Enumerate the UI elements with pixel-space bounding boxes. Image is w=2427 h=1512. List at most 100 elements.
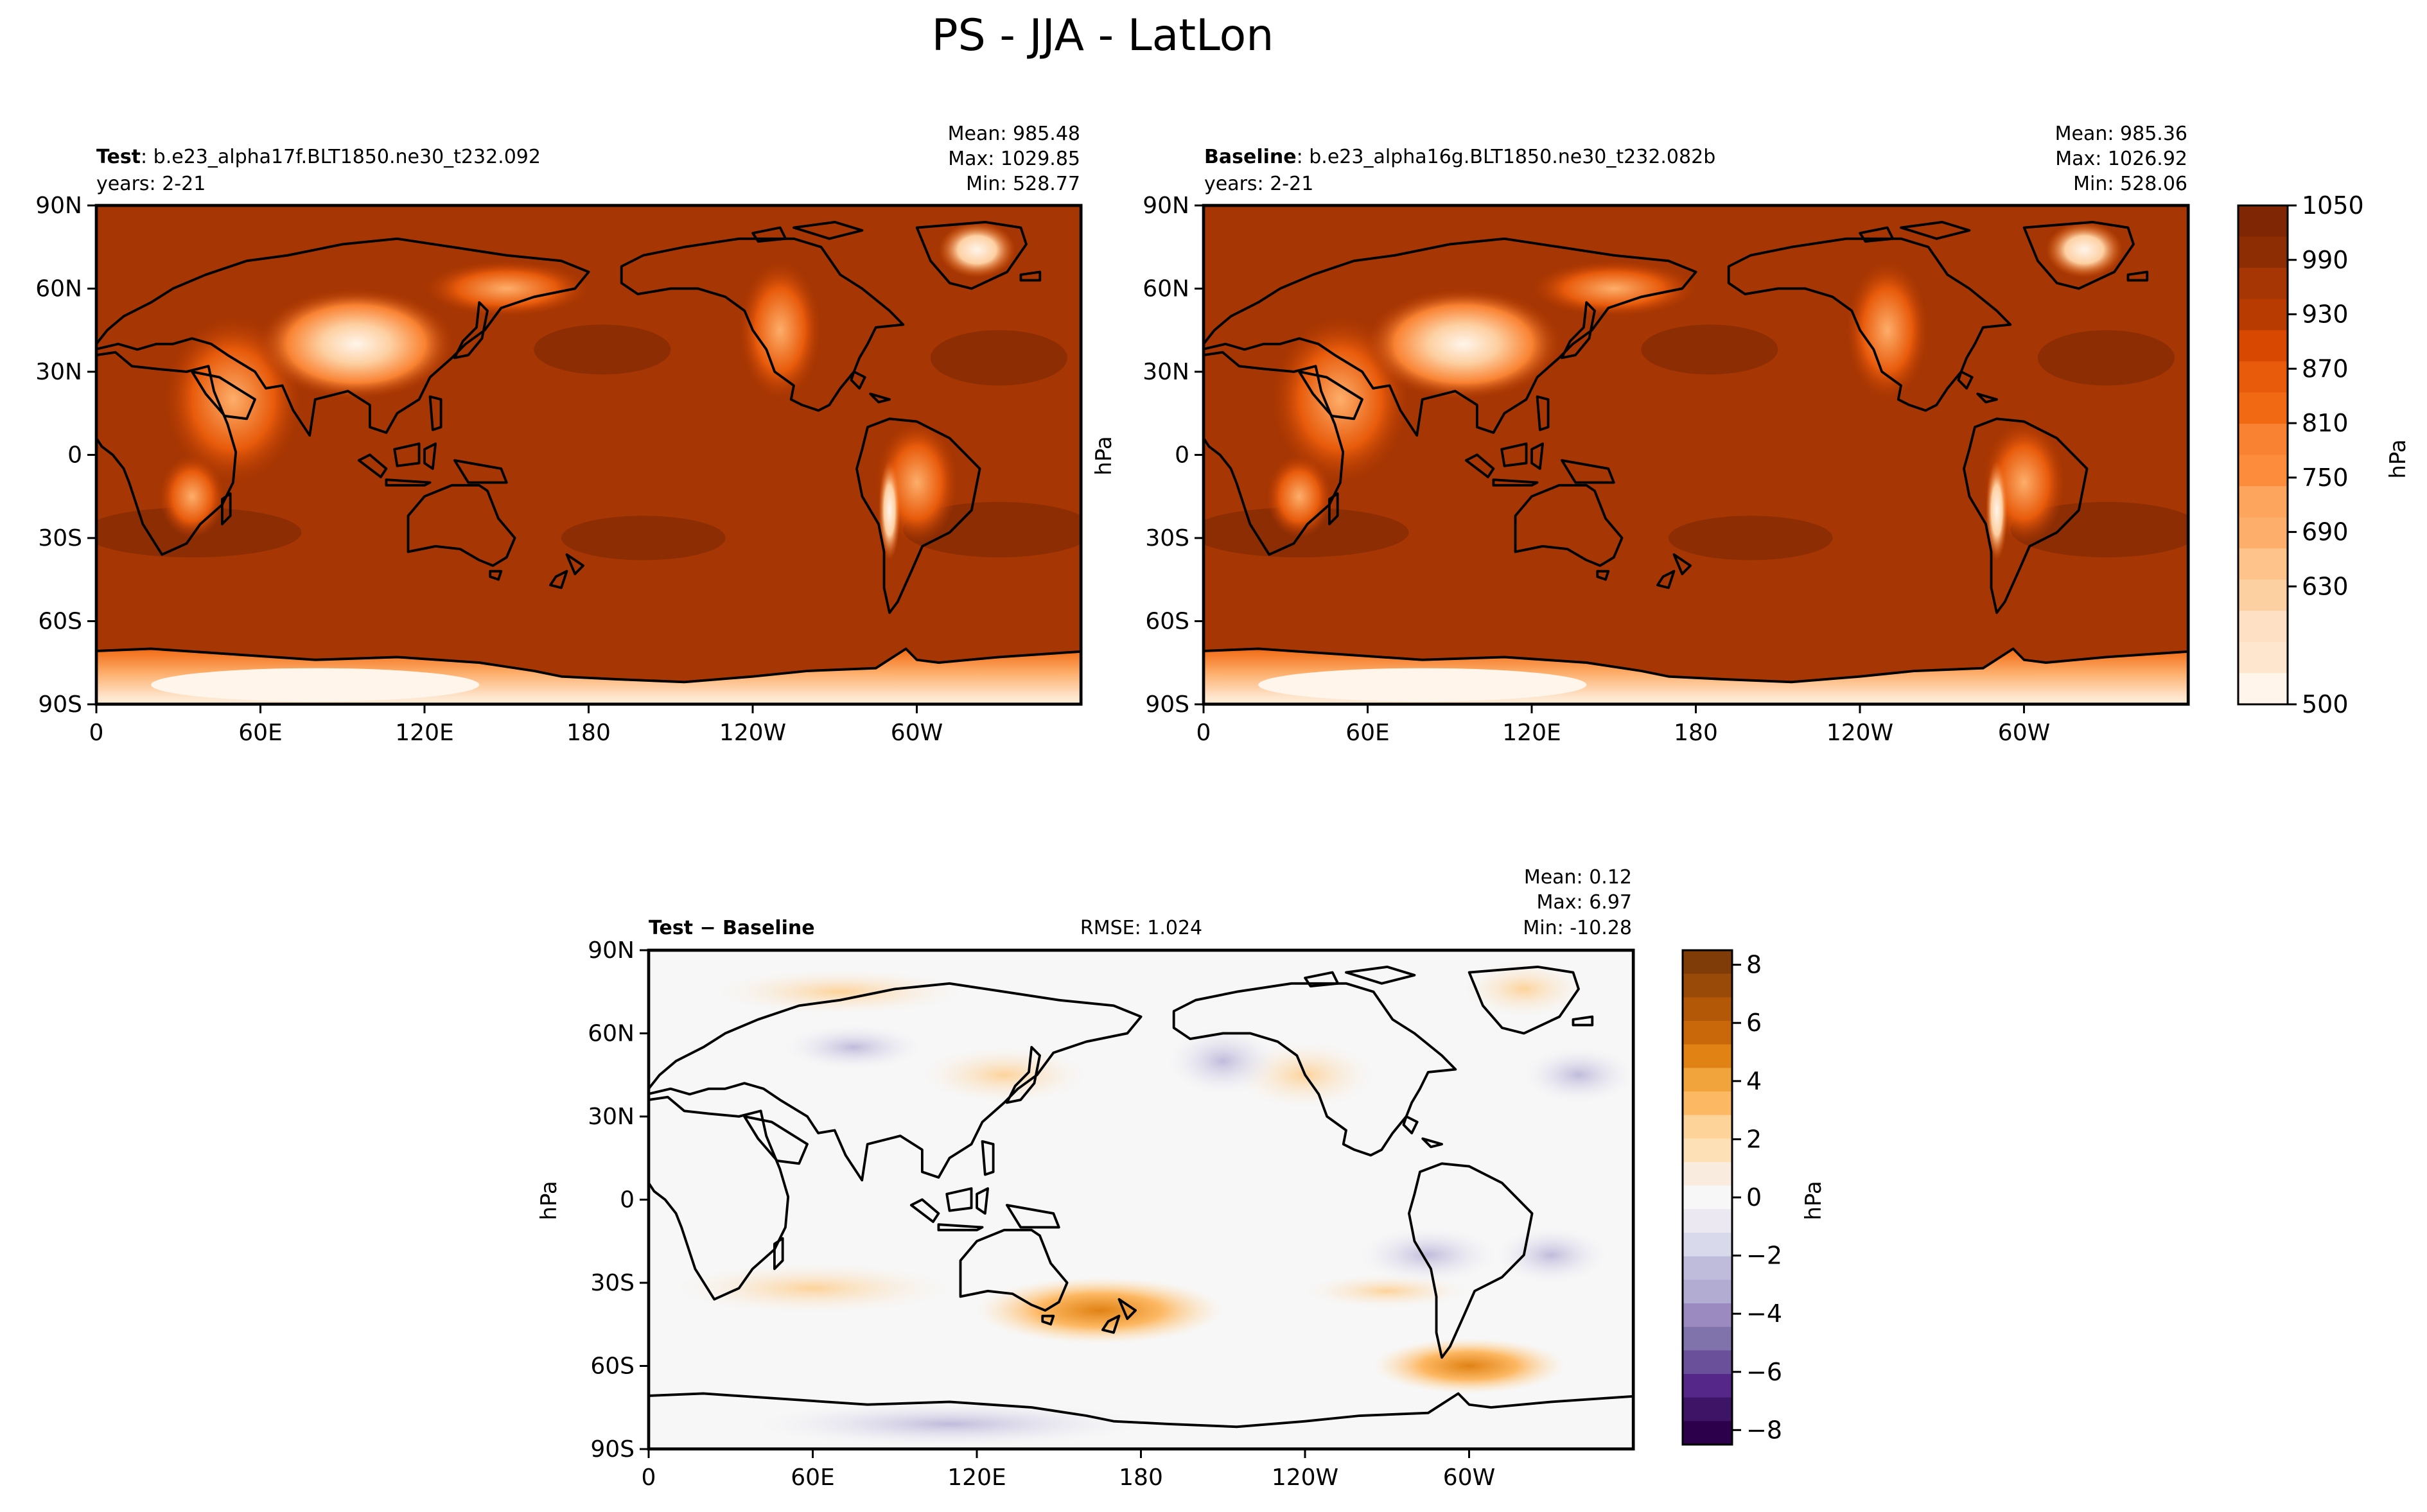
diff-lon-label: 0 (642, 1464, 656, 1491)
colorbar-diff-swatch (1683, 1326, 1732, 1351)
colorbar-diff-swatch (1683, 1162, 1732, 1186)
baseline-lat-label: 90N (1143, 193, 1189, 219)
test-lat-label: 60N (35, 276, 82, 302)
colorbar-main-swatch (2238, 299, 2288, 331)
baseline-lon-label: 180 (1674, 720, 1718, 746)
colorbar-main-swatch (2238, 517, 2288, 549)
colorbar-diff-swatch (1683, 1209, 1732, 1233)
axis-diff: 90N 60N 30N 0 30S 60S 90S 0 60E 120E 180 120W 60W (588, 937, 1495, 1491)
colorbar-diff-tick-label: −6 (1746, 1358, 1782, 1386)
colorbar-diff-tick-label: −8 (1746, 1416, 1782, 1444)
colorbar-diff-swatch (1683, 1421, 1732, 1445)
baseline-lon-label: 60E (1345, 720, 1390, 746)
axis-baseline: 90N 60N 30N 0 30S 60S 90S 0 60E 120E 180 120W 60W (1143, 193, 2050, 746)
colorbar-diff-swatch (1683, 1044, 1732, 1068)
colorbar-main-tick-label: 750 (2302, 464, 2349, 492)
colorbar-main: 1050 990 930 870 810 750 690 630 500 (2237, 191, 2364, 718)
diff-lon-label: 120W (1272, 1464, 1338, 1491)
test-lon-label: 60W (891, 720, 943, 746)
baseline-lat-label: 0 (1175, 442, 1189, 469)
diff-lat-label: 30N (588, 1104, 635, 1130)
colorbar-main-tick-label: 630 (2302, 572, 2349, 600)
panel-baseline: Baseline: b.e23_alpha16g.BLT1850.ne30_t2… (1091, 123, 2190, 746)
colorbar-diff-swatch (1683, 1374, 1732, 1398)
colorbar-main-swatch (2238, 205, 2288, 238)
test-lon-label: 120W (719, 720, 786, 746)
colorbar-diff-tick-label: −4 (1746, 1299, 1782, 1328)
colorbar-diff-swatch (1683, 1021, 1732, 1045)
panel-diff-ylabel: hPa (536, 1181, 562, 1220)
colorbar-diff-tick-label: −2 (1746, 1242, 1782, 1270)
test-lat-label: 90N (35, 193, 82, 219)
colorbar-diff-tick-label: 4 (1746, 1067, 1762, 1095)
colorbar-main-tick-label: 1050 (2302, 191, 2364, 220)
panel-test-label: Test: b.e23_alpha17f.BLT1850.ne30_t232.0… (96, 146, 541, 168)
diff-lat-label: 0 (620, 1187, 635, 1213)
colorbar-main-frame (2237, 204, 2289, 706)
panel-baseline-stat-min: Min: 528.06 (2073, 173, 2187, 195)
colorbar-diff-label: hPa (1801, 1181, 1827, 1220)
panel-test-stat-min: Min: 528.77 (966, 173, 1080, 195)
diff-lat-label: 90S (590, 1436, 635, 1463)
baseline-lat-label: 60N (1143, 276, 1189, 302)
colorbar-diff-swatch (1683, 1280, 1732, 1304)
colorbar-main-tick-label: 870 (2302, 354, 2349, 383)
panel-test-label-rest: : b.e23_alpha17f.BLT1850.ne30_t232.092 (141, 146, 541, 168)
baseline-lon-label: 120W (1827, 720, 1893, 746)
colorbar-main-swatch (2238, 423, 2288, 456)
panel-test-years: years: 2-21 (96, 173, 206, 195)
panel-test-label-bold: Test (96, 146, 141, 168)
baseline-lat-label: 60S (1145, 609, 1189, 635)
colorbar-diff-tick-label: 0 (1746, 1183, 1762, 1212)
colorbar-diff-tick-label: 2 (1746, 1125, 1762, 1153)
panel-test: Test: b.e23_alpha17f.BLT1850.ne30_t232.0… (35, 123, 1083, 746)
test-lon-label: 180 (566, 720, 611, 746)
colorbar-main-tick-label: 930 (2302, 300, 2349, 329)
colorbar-main-swatch (2238, 673, 2288, 705)
colorbar-main-swatch (2238, 236, 2288, 268)
colorbar-diff-swatch (1683, 1185, 1732, 1210)
map-baseline (1202, 204, 2190, 706)
diff-lon-label: 180 (1119, 1464, 1163, 1491)
panel-diff-label: Test − Baseline (649, 917, 815, 939)
test-lat-label: 90S (38, 691, 82, 718)
colorbar-main-swatch (2238, 268, 2288, 300)
panel-baseline-label: Baseline: b.e23_alpha16g.BLT1850.ne30_t2… (1204, 146, 1715, 168)
panel-diff-stat-min: Min: -10.28 (1523, 917, 1632, 939)
panel-test-stat-mean: Mean: 985.48 (948, 123, 1080, 145)
baseline-lon-label: 60W (1998, 720, 2050, 746)
test-lon-label: 120E (395, 720, 453, 746)
colorbar-main-tick-label: 690 (2302, 518, 2349, 546)
test-lat-label: 30S (38, 525, 82, 552)
panel-baseline-years: years: 2-21 (1204, 173, 1313, 195)
panel-baseline-label-bold: Baseline (1204, 146, 1297, 168)
colorbar-main-swatch (2238, 579, 2288, 611)
map-test (94, 204, 1083, 706)
colorbar-main-tick-label: 500 (2302, 690, 2349, 718)
colorbar-diff-swatch (1683, 973, 1732, 998)
colorbar-diff: 8 6 4 2 0 −2 −4 −6 −8 (1681, 949, 1782, 1446)
colorbar-main-swatch (2238, 455, 2288, 487)
diff-lon-label: 60W (1443, 1464, 1495, 1491)
test-lat-label: 30N (35, 359, 82, 385)
baseline-lat-label: 30S (1145, 525, 1189, 552)
colorbar-diff-swatch (1683, 1397, 1732, 1421)
colorbar-main-swatch (2238, 392, 2288, 424)
panel-baseline-ylabel: hPa (1091, 436, 1117, 475)
colorbar-diff-swatch (1683, 1256, 1732, 1280)
colorbar-diff-swatch (1683, 1350, 1732, 1375)
figure-title: PS - JJA - LatLon (932, 10, 1274, 61)
colorbar-diff-swatch (1683, 1091, 1732, 1116)
colorbar-main-swatch (2238, 548, 2288, 580)
panel-baseline-label-rest: : b.e23_alpha16g.BLT1850.ne30_t232.082b (1297, 146, 1716, 168)
test-lon-label: 0 (89, 720, 104, 746)
colorbar-main-swatch (2238, 486, 2288, 518)
colorbar-main-swatch (2238, 611, 2288, 643)
test-lon-label: 60E (238, 720, 283, 746)
diff-lat-label: 30S (590, 1270, 635, 1296)
colorbar-main-tick-label: 810 (2302, 409, 2349, 437)
diff-lon-label: 60E (791, 1464, 835, 1491)
baseline-lon-label: 120E (1502, 720, 1561, 746)
colorbar-diff-swatch (1683, 1138, 1732, 1163)
